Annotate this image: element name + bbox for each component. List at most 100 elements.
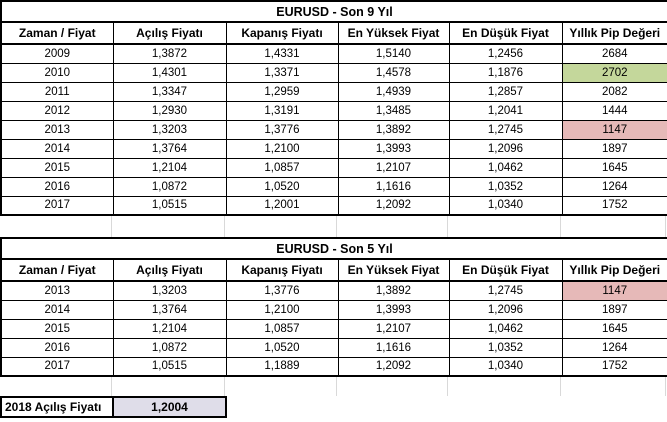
value-cell[interactable]: 1645 <box>561 318 667 339</box>
value-cell[interactable]: 1,3764 <box>112 299 227 320</box>
column-header[interactable]: Yıllık Pip Değeri <box>561 258 667 282</box>
value-cell[interactable]: 1147 <box>561 280 667 301</box>
value-cell[interactable]: 1,3203 <box>112 280 227 301</box>
value-cell[interactable]: 1,4939 <box>337 81 450 102</box>
value-cell[interactable]: 1,0520 <box>225 337 339 358</box>
column-header[interactable]: Açılış Fiyatı <box>112 21 227 45</box>
value-cell[interactable]: 1,0352 <box>448 176 563 197</box>
value-cell[interactable]: 1897 <box>561 138 667 159</box>
value-cell[interactable]: 1,5140 <box>337 43 450 64</box>
value-cell[interactable]: 1,3872 <box>112 43 227 64</box>
year-cell[interactable]: 2013 <box>0 119 114 140</box>
value-cell[interactable]: 1,2092 <box>337 356 450 377</box>
value-cell[interactable]: 1,0872 <box>112 337 227 358</box>
value-cell[interactable]: 1444 <box>561 100 667 121</box>
value-cell[interactable]: 1,3993 <box>337 138 450 159</box>
value-cell[interactable]: 1,2107 <box>337 157 450 178</box>
value-cell[interactable]: 1,0857 <box>225 318 339 339</box>
value-cell[interactable]: 1,4578 <box>337 62 450 83</box>
table-title[interactable]: EURUSD - Son 5 Yıl <box>0 237 667 260</box>
value-cell[interactable]: 1,2100 <box>225 299 339 320</box>
value-cell[interactable]: 2684 <box>561 43 667 64</box>
value-cell[interactable]: 1,0520 <box>225 176 339 197</box>
value-cell[interactable]: 1,2745 <box>448 119 563 140</box>
value-cell[interactable]: 1,0352 <box>448 337 563 358</box>
column-header[interactable]: En Düşük Fiyat <box>448 21 563 45</box>
value-cell[interactable]: 1,0857 <box>225 157 339 178</box>
value-cell[interactable]: 1,0515 <box>112 195 227 216</box>
value-cell[interactable]: 1,2456 <box>448 43 563 64</box>
value-cell[interactable]: 1752 <box>561 195 667 216</box>
value-cell[interactable]: 1,2092 <box>337 195 450 216</box>
value-cell[interactable]: 2702 <box>561 62 667 83</box>
value-cell[interactable]: 1897 <box>561 299 667 320</box>
value-cell[interactable]: 1,1616 <box>337 176 450 197</box>
column-header[interactable]: Açılış Fiyatı <box>112 258 227 282</box>
year-cell[interactable]: 2017 <box>0 195 114 216</box>
year-cell[interactable]: 2009 <box>0 43 114 64</box>
value-cell[interactable]: 1,2104 <box>112 157 227 178</box>
value-cell[interactable]: 1,2096 <box>448 299 563 320</box>
column-header[interactable]: Kapanış Fiyatı <box>225 21 339 45</box>
value-cell[interactable]: 1264 <box>561 337 667 358</box>
value-cell[interactable]: 1,3764 <box>112 138 227 159</box>
value-cell[interactable]: 1,4331 <box>225 43 339 64</box>
year-cell[interactable]: 2013 <box>0 280 114 301</box>
value-cell[interactable]: 1147 <box>561 119 667 140</box>
value-cell[interactable]: 1,4301 <box>112 62 227 83</box>
value-cell[interactable]: 1,3191 <box>225 100 339 121</box>
year-cell[interactable]: 2011 <box>0 81 114 102</box>
value-cell[interactable]: 2082 <box>561 81 667 102</box>
value-cell[interactable]: 1,2104 <box>112 318 227 339</box>
year-cell[interactable]: 2010 <box>0 62 114 83</box>
value-cell[interactable]: 1,2041 <box>448 100 563 121</box>
value-cell[interactable]: 1,1889 <box>225 356 339 377</box>
value-cell[interactable]: 1,3203 <box>112 119 227 140</box>
value-cell[interactable]: 1,3371 <box>225 62 339 83</box>
value-cell[interactable]: 1645 <box>561 157 667 178</box>
year-cell[interactable]: 2012 <box>0 100 114 121</box>
value-cell[interactable]: 1,3892 <box>337 280 450 301</box>
value-cell[interactable]: 1,2001 <box>225 195 339 216</box>
value-cell[interactable]: 1,2930 <box>112 100 227 121</box>
value-cell[interactable]: 1,2959 <box>225 81 339 102</box>
value-cell[interactable]: 1,2100 <box>225 138 339 159</box>
column-header[interactable]: Yıllık Pip Değeri <box>561 21 667 45</box>
value-cell[interactable]: 1,0515 <box>112 356 227 377</box>
value-cell[interactable]: 1,2745 <box>448 280 563 301</box>
value-cell[interactable]: 1,2857 <box>448 81 563 102</box>
column-header[interactable]: Zaman / Fiyat <box>0 258 114 282</box>
value-cell[interactable]: 1,3347 <box>112 81 227 102</box>
value-cell[interactable]: 1,2107 <box>337 318 450 339</box>
value-cell[interactable]: 1,0462 <box>448 318 563 339</box>
year-cell[interactable]: 2017 <box>0 356 114 377</box>
column-header[interactable]: Zaman / Fiyat <box>0 21 114 45</box>
value-cell[interactable]: 1,0340 <box>448 356 563 377</box>
value-cell[interactable]: 1,0340 <box>448 195 563 216</box>
column-header[interactable]: En Yüksek Fiyat <box>337 258 450 282</box>
value-cell[interactable]: 1,2096 <box>448 138 563 159</box>
value-cell[interactable]: 1,1616 <box>337 337 450 358</box>
year-cell[interactable]: 2015 <box>0 157 114 178</box>
column-header[interactable]: En Yüksek Fiyat <box>337 21 450 45</box>
value-cell[interactable]: 1,3485 <box>337 100 450 121</box>
value-cell[interactable]: 1,3993 <box>337 299 450 320</box>
value-cell[interactable]: 1,3776 <box>225 119 339 140</box>
value-cell[interactable]: 1,1876 <box>448 62 563 83</box>
value-cell[interactable]: 1,0872 <box>112 176 227 197</box>
year-cell[interactable]: 2014 <box>0 299 114 320</box>
column-header[interactable]: Kapanış Fiyatı <box>225 258 339 282</box>
value-cell[interactable]: 1264 <box>561 176 667 197</box>
value-cell[interactable]: 1,0462 <box>448 157 563 178</box>
year-cell[interactable]: 2015 <box>0 318 114 339</box>
value-cell[interactable]: 1752 <box>561 356 667 377</box>
year-cell[interactable]: 2016 <box>0 337 114 358</box>
open-price-2018-value[interactable]: 1,2004 <box>112 396 227 418</box>
year-cell[interactable]: 2016 <box>0 176 114 197</box>
year-cell[interactable]: 2014 <box>0 138 114 159</box>
open-price-2018-label[interactable]: 2018 Açılış Fiyatı <box>0 396 114 418</box>
value-cell[interactable]: 1,3892 <box>337 119 450 140</box>
column-header[interactable]: En Düşük Fiyat <box>448 258 563 282</box>
table-title[interactable]: EURUSD - Son 9 Yıl <box>0 0 667 23</box>
value-cell[interactable]: 1,3776 <box>225 280 339 301</box>
